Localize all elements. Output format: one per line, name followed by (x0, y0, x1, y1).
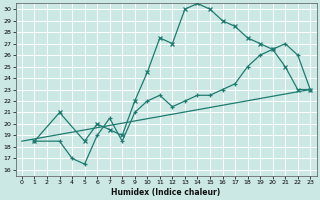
X-axis label: Humidex (Indice chaleur): Humidex (Indice chaleur) (111, 188, 221, 197)
